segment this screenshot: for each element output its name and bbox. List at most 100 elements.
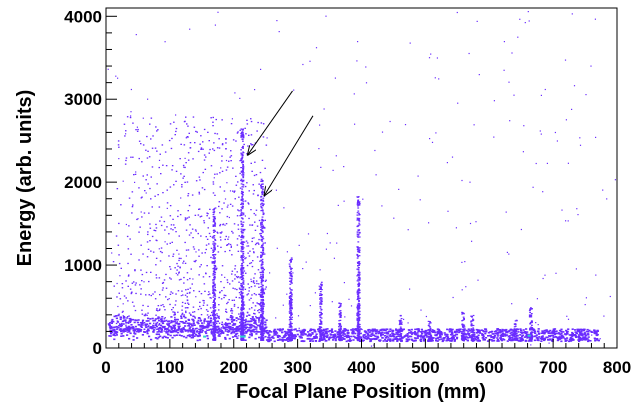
data-point (430, 53, 432, 55)
data-point (258, 183, 260, 185)
data-point (455, 337, 458, 340)
data-point (240, 306, 243, 309)
data-point (536, 339, 539, 341)
data-point (296, 330, 299, 332)
data-point (213, 208, 216, 210)
data-point (525, 328, 528, 330)
data-point (204, 252, 206, 254)
data-point (246, 119, 248, 121)
data-point (288, 337, 291, 339)
data-point (542, 277, 544, 280)
data-point (260, 274, 262, 276)
data-point (259, 303, 261, 305)
data-point (320, 323, 323, 325)
data-point (260, 180, 263, 182)
data-point (175, 130, 177, 133)
data-point (355, 329, 358, 332)
data-point (174, 329, 176, 331)
data-point (122, 317, 125, 319)
data-point (213, 299, 215, 301)
data-point (202, 276, 205, 278)
data-point (242, 206, 244, 208)
data-point (320, 166, 322, 168)
data-point (352, 331, 355, 334)
data-point (131, 282, 134, 284)
data-point (237, 330, 239, 332)
data-point (291, 316, 293, 318)
data-point (190, 330, 193, 332)
data-point (199, 331, 202, 334)
data-point (261, 319, 264, 321)
data-point (210, 324, 213, 327)
data-point (260, 229, 263, 232)
data-point (325, 15, 327, 17)
data-point (236, 332, 239, 335)
data-point (219, 186, 221, 188)
data-point (326, 232, 328, 235)
data-point (213, 329, 216, 331)
data-point (255, 333, 258, 335)
data-point (241, 208, 244, 210)
data-point (275, 189, 277, 191)
data-point (151, 147, 154, 149)
data-point (225, 159, 228, 162)
data-point (242, 305, 244, 307)
data-point (475, 328, 478, 331)
data-point (240, 222, 243, 224)
data-point (212, 249, 214, 251)
data-point (231, 280, 234, 282)
data-point (146, 157, 149, 159)
data-point (233, 299, 235, 301)
data-point (521, 335, 524, 338)
data-point (210, 165, 213, 167)
data-point (397, 335, 400, 337)
data-point (193, 290, 195, 292)
data-point (290, 282, 293, 284)
data-point (251, 294, 253, 296)
data-point (354, 336, 357, 339)
data-point (457, 329, 460, 332)
data-point (214, 260, 216, 262)
data-point (262, 249, 264, 251)
data-point (214, 309, 217, 311)
data-point (243, 307, 245, 309)
data-point (173, 311, 176, 313)
data-point (244, 339, 247, 341)
data-point (345, 329, 348, 331)
data-point (218, 205, 220, 208)
data-point (242, 176, 245, 179)
data-point (208, 232, 211, 235)
data-point (258, 320, 260, 322)
data-point (241, 202, 244, 205)
data-point (208, 152, 210, 154)
data-point (298, 335, 301, 338)
data-point (125, 324, 127, 326)
data-point (173, 324, 177, 326)
data-point (320, 294, 323, 297)
data-point (291, 322, 293, 325)
data-point (490, 338, 493, 341)
data-point (245, 332, 248, 334)
data-point (216, 332, 219, 334)
data-point (263, 203, 265, 205)
data-point (414, 332, 417, 334)
data-point (164, 41, 166, 43)
data-point (236, 238, 239, 240)
data-point (171, 309, 173, 311)
data-point (251, 265, 254, 268)
data-point (122, 180, 124, 182)
data-point (232, 330, 234, 332)
data-point (175, 170, 178, 172)
data-point (309, 329, 312, 332)
data-point (356, 204, 359, 206)
data-point (261, 216, 264, 218)
data-point (213, 339, 215, 341)
data-point (198, 208, 200, 210)
data-point (110, 332, 113, 335)
data-point (203, 300, 205, 302)
data-point (340, 303, 342, 305)
data-point (257, 194, 259, 196)
data-point (212, 125, 214, 127)
data-point (319, 319, 322, 321)
data-point (408, 329, 411, 332)
